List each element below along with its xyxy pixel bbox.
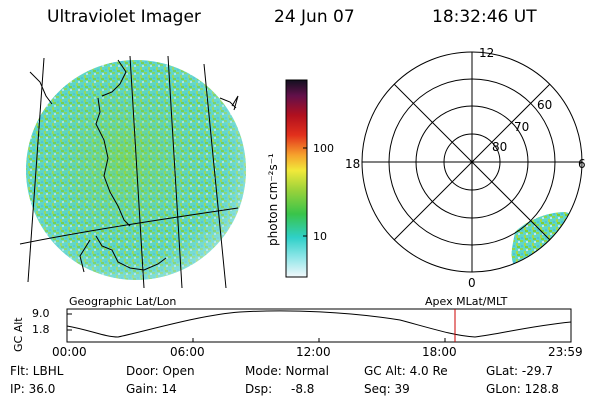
timeline-x-tick-1800: 18:00 <box>422 345 457 359</box>
earth-glow <box>26 60 246 280</box>
info-gc-alt: GC Alt: 4.0 Re <box>364 364 448 378</box>
timeline-left-title: Geographic Lat/Lon <box>69 295 177 308</box>
info-gain: Gain: 14 <box>126 382 177 396</box>
color-bar <box>285 79 308 278</box>
info-seq: Seq: 39 <box>364 382 410 396</box>
polar-diagonal-b <box>393 83 551 241</box>
color-bar-unit-label: photon cm⁻²s⁻¹ <box>266 153 280 246</box>
polar-plot <box>361 51 583 273</box>
info-glon: GLon: 128.8 <box>486 382 559 396</box>
info-glat: GLat: -29.7 <box>486 364 553 378</box>
polar-label-0: 0 <box>468 276 476 290</box>
time-label: 18:32:46 UT <box>432 7 537 27</box>
info-door: Door: Open <box>126 364 195 378</box>
timeline-x-tick-2359: 23:59 <box>548 345 583 359</box>
lat-lon-grid <box>19 55 239 289</box>
instrument-title: Ultraviolet Imager <box>47 7 201 27</box>
timeline-x-tick-0600: 06:00 <box>170 345 205 359</box>
polar-label-60: 60 <box>537 98 553 112</box>
polar-label-18: 18 <box>345 157 361 171</box>
color-bar-scale <box>285 79 308 278</box>
timeline-y-tick-9: 9.0 <box>32 307 50 320</box>
polar-label-6: 6 <box>578 157 586 171</box>
info-ip: IP: 36.0 <box>10 382 56 396</box>
earth-image <box>26 60 246 280</box>
info-dsp-label: Dsp: <box>245 382 273 396</box>
altitude-curve <box>66 310 572 338</box>
info-dsp-value: -8.8 <box>291 382 315 396</box>
timeline-plot <box>66 308 572 343</box>
polar-label-70: 70 <box>514 120 530 134</box>
color-bar-label-10: 10 <box>313 230 327 243</box>
timeline-x-tick-0000: 00:00 <box>52 345 87 359</box>
coastline-map <box>29 59 239 273</box>
auroral-oval <box>511 212 575 271</box>
timeline-axis-label: GC Alt <box>12 317 25 352</box>
polar-label-80: 80 <box>492 140 508 154</box>
info-mode: Mode: Normal <box>245 364 329 378</box>
color-bar-label-100: 100 <box>313 142 334 155</box>
info-filter: Flt: LBHL <box>10 364 64 378</box>
date-label: 24 Jun 07 <box>274 7 355 27</box>
timeline-y-tick-1-8: 1.8 <box>32 323 50 336</box>
timeline-right-title: Apex MLat/MLT <box>425 295 508 308</box>
timeline-frame <box>66 308 572 343</box>
polar-label-12: 12 <box>479 46 495 60</box>
timeline-x-tick-1200: 12:00 <box>296 345 331 359</box>
